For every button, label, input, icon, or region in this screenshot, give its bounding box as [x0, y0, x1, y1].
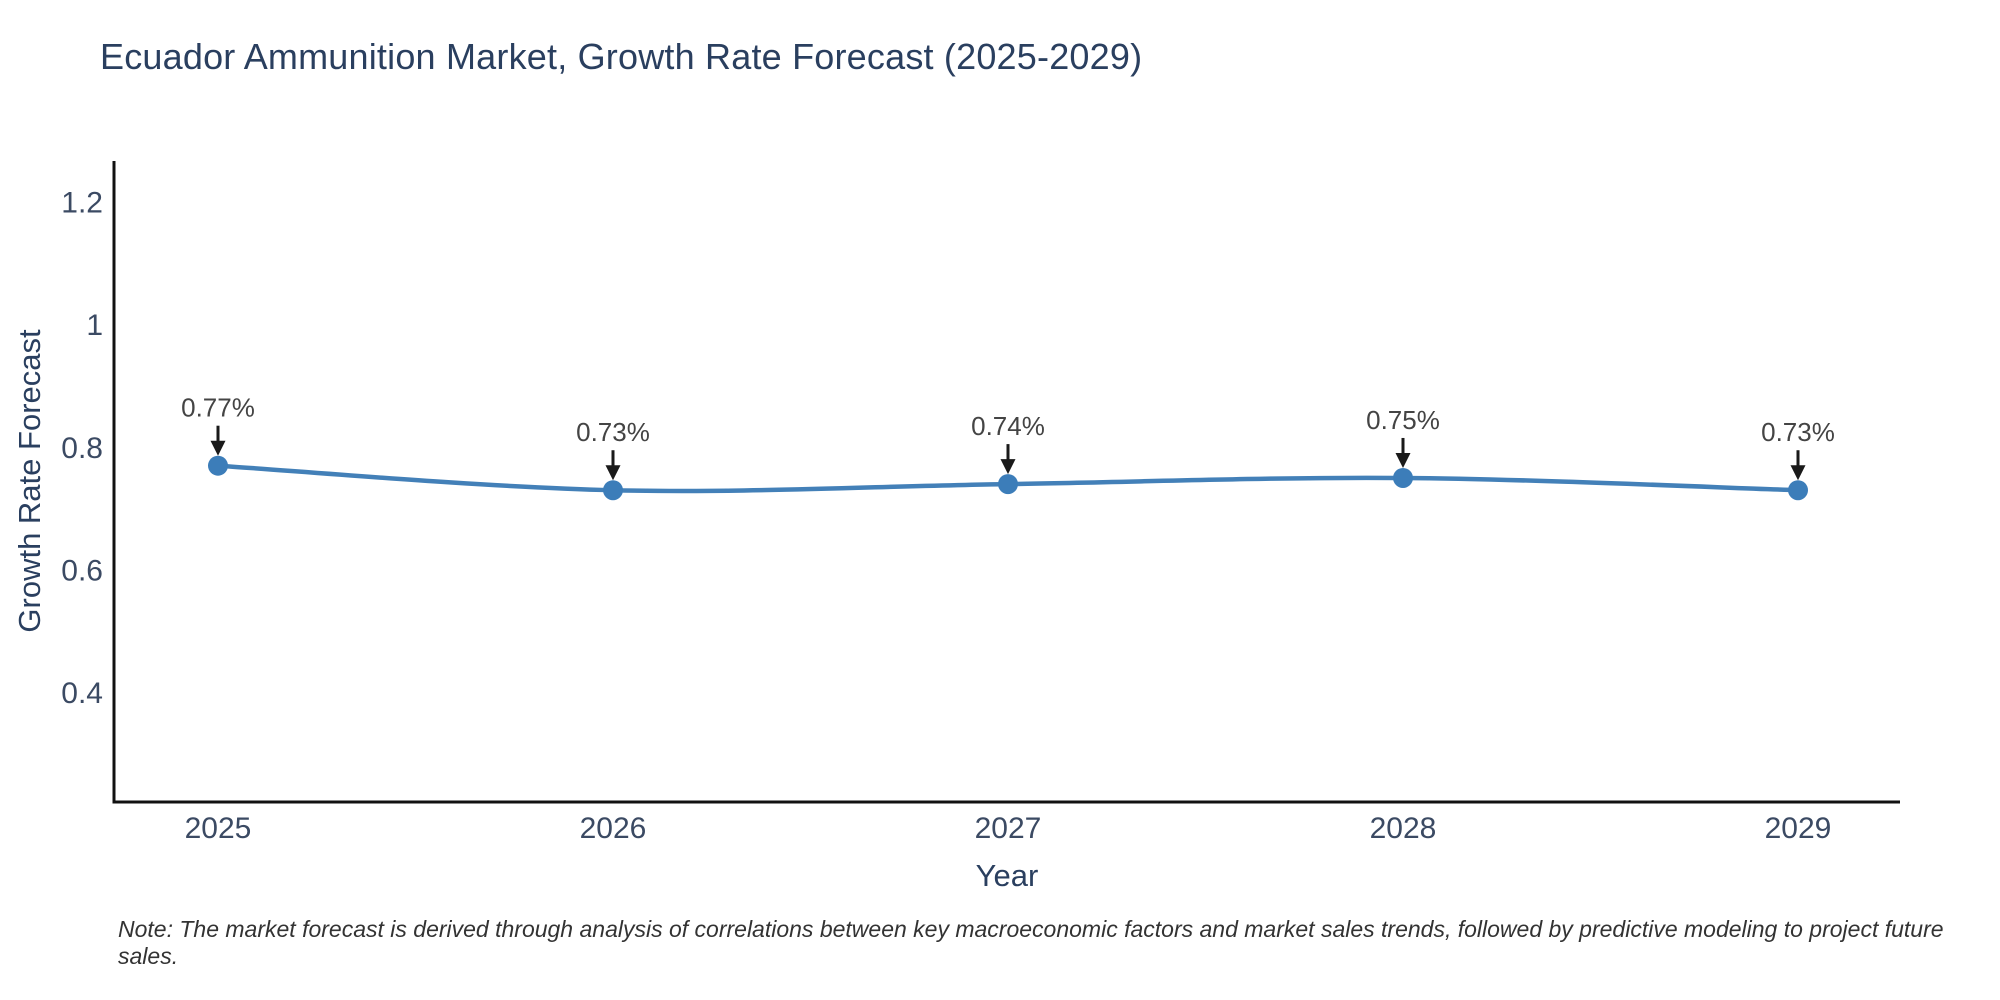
y-tick-label: 0.4 [61, 677, 103, 710]
y-axis-title: Growth Rate Forecast [12, 329, 47, 633]
data-point-marker [1393, 467, 1413, 488]
data-point-label: 0.77% [181, 393, 255, 423]
annotation-arrowhead [210, 440, 226, 456]
data-point-marker [1788, 480, 1808, 501]
x-tick-label: 2026 [580, 812, 647, 845]
x-axis-title: Year [975, 858, 1039, 893]
annotation-arrowhead [1395, 452, 1411, 468]
footnote: Note: The market forecast is derived thr… [118, 916, 1944, 969]
annotation-arrowhead [605, 465, 621, 481]
y-tick-label: 1.2 [61, 187, 103, 220]
data-point-label: 0.74% [971, 411, 1045, 441]
chart-title: Ecuador Ammunition Market, Growth Rate F… [100, 36, 1143, 77]
x-tick-label: 2025 [185, 812, 252, 845]
data-point-marker [603, 480, 623, 501]
data-point-label: 0.73% [576, 417, 650, 447]
x-tick-label: 2028 [1370, 812, 1437, 845]
data-point-label: 0.75% [1366, 405, 1440, 435]
y-tick-label: 0.8 [61, 432, 103, 465]
data-point-marker [208, 455, 228, 476]
y-tick-label: 0.6 [61, 554, 103, 587]
data-point-marker [998, 474, 1018, 495]
y-tick-label: 1 [86, 309, 103, 342]
x-tick-label: 2029 [1765, 812, 1832, 845]
annotation-arrowhead [1790, 465, 1806, 481]
x-tick-label: 2027 [975, 812, 1042, 845]
annotation-arrowhead [1000, 459, 1016, 475]
data-point-label: 0.73% [1761, 417, 1835, 447]
